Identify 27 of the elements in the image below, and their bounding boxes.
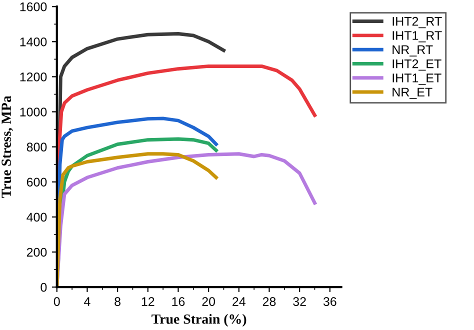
y-tick-label: 800 [26,142,47,152]
y-tick-label: 1400 [20,37,47,46]
y-tick-label: 1000 [20,108,47,116]
x-tick-label: 0 [54,297,60,306]
x-tick-label: 8 [114,297,120,306]
x-tick-label: 36 [323,297,336,306]
x-tick-label: 16 [172,297,185,306]
x-tick-label: 32 [293,297,306,306]
x-tick-label: 20 [202,297,216,306]
x-tick-label: 28 [262,297,276,306]
y-tick-label: 1600 [20,2,47,12]
legend-label: NR_ET [392,88,432,99]
x-tick-label: 4 [84,297,90,306]
legend-label: IHT2_ET [392,59,442,71]
y-tick-label: 200 [26,248,47,257]
x-tick-label: 12 [142,297,154,306]
y-tick-label: 600 [26,178,47,187]
x-tick-label: 24 [232,297,246,306]
legend-label: IHT1_ET [392,74,442,85]
y-tick-label: 0 [40,282,47,292]
x-axis-title: True Strain (%) [152,314,246,327]
legend-label: IHT1_RT [392,31,442,42]
legend-label: NR_RT [392,45,433,56]
y-tick-label: 1200 [20,72,47,82]
y-axis-title: True Stress, MPa [2,96,13,198]
y-tick-label: 400 [26,212,47,222]
legend-label: IHT2_RT [392,16,442,28]
